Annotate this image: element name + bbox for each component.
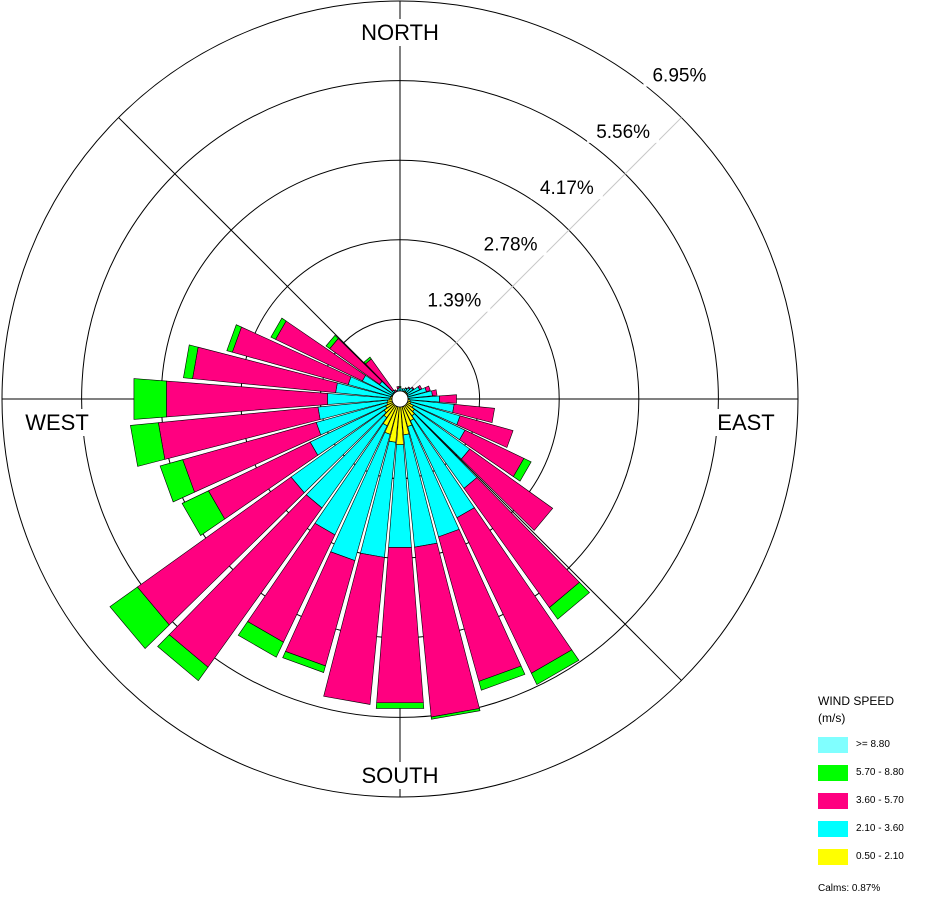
legend-label: 3.60 - 5.70 — [856, 795, 904, 806]
petal-segment — [439, 394, 457, 404]
petal-segment — [431, 389, 438, 397]
legend-item: 2.10 - 3.60 — [818, 821, 934, 839]
ring-label-bg — [643, 62, 716, 87]
chart-labels: NORTH EAST SOUTH WEST 1.39% 2.78% 4.17% 5.56% 6.… — [23, 19, 780, 789]
legend-label: >= 8.80 — [856, 739, 890, 750]
legend-swatch — [818, 765, 848, 781]
petal-segment — [270, 317, 287, 340]
ring-label: 6.95% — [652, 66, 706, 87]
legend-item: 5.70 - 8.80 — [818, 765, 934, 783]
legend-label: 0.50 - 2.10 — [856, 851, 904, 862]
compass-label-west: WEST — [25, 410, 89, 435]
petal-segment — [159, 459, 195, 503]
petal-segment — [430, 708, 481, 720]
petal-segment — [375, 702, 425, 709]
petal-segment — [133, 378, 167, 420]
petal-segment — [181, 490, 226, 536]
ring-label: 5.56% — [596, 122, 650, 143]
petal-segment — [325, 334, 339, 350]
petal-segment — [396, 386, 400, 390]
petal-segment — [417, 384, 423, 390]
ring-label: 4.17% — [540, 178, 594, 199]
petal-segment — [130, 422, 166, 467]
petal-segment — [226, 324, 242, 353]
legend-title: WIND SPEED — [818, 694, 895, 708]
ring-label-bg — [530, 175, 603, 200]
compass-label-bg — [358, 19, 442, 46]
petal-segment — [424, 385, 431, 392]
compass-label-east: EAST — [717, 410, 774, 435]
compass-label-bg — [358, 762, 442, 789]
compass-label-bg — [23, 409, 91, 436]
legend-item: >= 8.80 — [818, 737, 934, 755]
petal-segment — [323, 552, 385, 705]
legend-units: (m/s) — [818, 711, 846, 725]
petal-segment — [513, 457, 532, 482]
ring-label-bg — [474, 231, 547, 256]
petal-segment — [456, 415, 514, 448]
petal-segment — [411, 386, 415, 391]
compass-label-south: SOUTH — [362, 763, 439, 788]
grid-spoke — [399, 117, 682, 400]
legend-swatch — [818, 737, 848, 753]
petal-segment — [548, 581, 590, 620]
ring-label: 2.78% — [484, 234, 538, 255]
petal-segment — [183, 344, 199, 379]
petal-segment — [460, 448, 554, 531]
center-hub — [391, 390, 409, 408]
petal-segment — [237, 621, 284, 658]
ring-label-bg — [587, 118, 660, 143]
legend-label: 2.10 - 3.60 — [856, 823, 904, 834]
petal-segment — [363, 356, 372, 365]
petal-segment — [530, 649, 580, 686]
compass-label-north: NORTH — [361, 20, 439, 45]
legend-swatch — [818, 821, 848, 837]
petal-segment — [376, 547, 424, 704]
legend-swatch — [818, 849, 848, 865]
calms-label: Calms: 0.87% — [818, 883, 881, 894]
petal-segment — [398, 386, 402, 388]
legend-item: 3.60 - 5.70 — [818, 793, 934, 811]
petal-segment — [282, 651, 326, 673]
ring-label: 1.39% — [427, 291, 481, 312]
petal-segment — [407, 386, 411, 390]
petal-segment — [452, 403, 495, 424]
legend-item: 0.50 - 2.10 — [818, 849, 934, 867]
legend-swatch — [818, 793, 848, 809]
petal-segment — [478, 665, 526, 691]
wind-petals — [109, 317, 590, 720]
compass-label-bg — [712, 409, 780, 436]
petal-segment — [109, 586, 170, 650]
petal-segment — [157, 634, 209, 682]
legend: WIND SPEED (m/s) >= 8.80 5.70 - 8.80 3.60 … — [818, 693, 934, 894]
ring-label-bg — [418, 287, 491, 312]
legend-label: 5.70 - 8.80 — [856, 767, 904, 778]
